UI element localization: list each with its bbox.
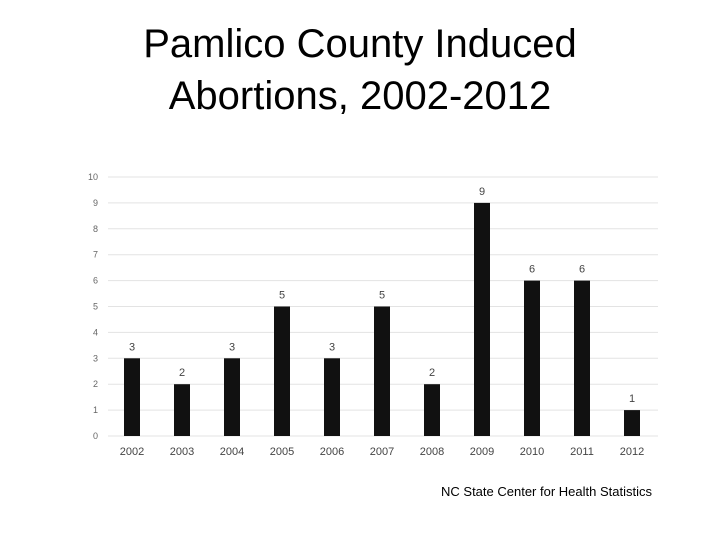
data-label: 3 [329,341,335,353]
x-tick-label: 2003 [170,446,194,458]
bar [174,384,190,436]
chart-title-line-1: Pamlico County Induced [143,22,577,66]
data-label: 1 [629,393,635,405]
chart-title: Pamlico County Induced Abortions, 2002-2… [0,18,720,122]
y-tick-label: 2 [93,379,98,389]
bar [524,280,540,436]
y-tick-label: 1 [93,405,98,415]
data-label: 3 [229,341,235,353]
bar [274,306,290,436]
x-tick-label: 2012 [620,446,644,458]
y-tick-label: 8 [93,224,98,234]
x-tick-label: 2004 [220,446,244,458]
x-tick-label: 2009 [470,446,494,458]
bar [124,358,140,436]
x-tick-label: 2007 [370,446,394,458]
data-label: 9 [479,186,485,198]
data-label: 6 [529,264,535,276]
bar [374,306,390,436]
chart-title-line-2: Abortions, 2002-2012 [168,74,552,118]
y-tick-label: 7 [93,250,98,260]
bar [574,280,590,436]
x-tick-label: 2006 [320,446,344,458]
y-tick-label: 9 [93,198,98,208]
x-tick-label: 2010 [520,446,544,458]
bar [624,410,640,436]
y-tick-label: 6 [93,276,98,286]
data-label: 5 [279,290,285,302]
data-label: 2 [429,367,435,379]
x-tick-label: 2002 [120,446,144,458]
y-tick-label: 0 [93,431,98,441]
x-tick-label: 2008 [420,446,444,458]
data-label: 5 [379,290,385,302]
x-tick-label: 2005 [270,446,294,458]
bar [224,358,240,436]
y-tick-label: 4 [93,327,98,337]
bar [474,202,490,436]
source-caption: NC State Center for Health Statistics [441,484,652,499]
bar [324,358,340,436]
y-tick-label: 10 [88,172,98,182]
data-label: 3 [129,341,135,353]
y-tick-label: 3 [93,353,98,363]
bar [424,384,440,436]
data-label: 2 [179,367,185,379]
y-tick-label: 5 [93,302,98,312]
data-label: 6 [579,264,585,276]
x-tick-label: 2011 [570,446,594,458]
